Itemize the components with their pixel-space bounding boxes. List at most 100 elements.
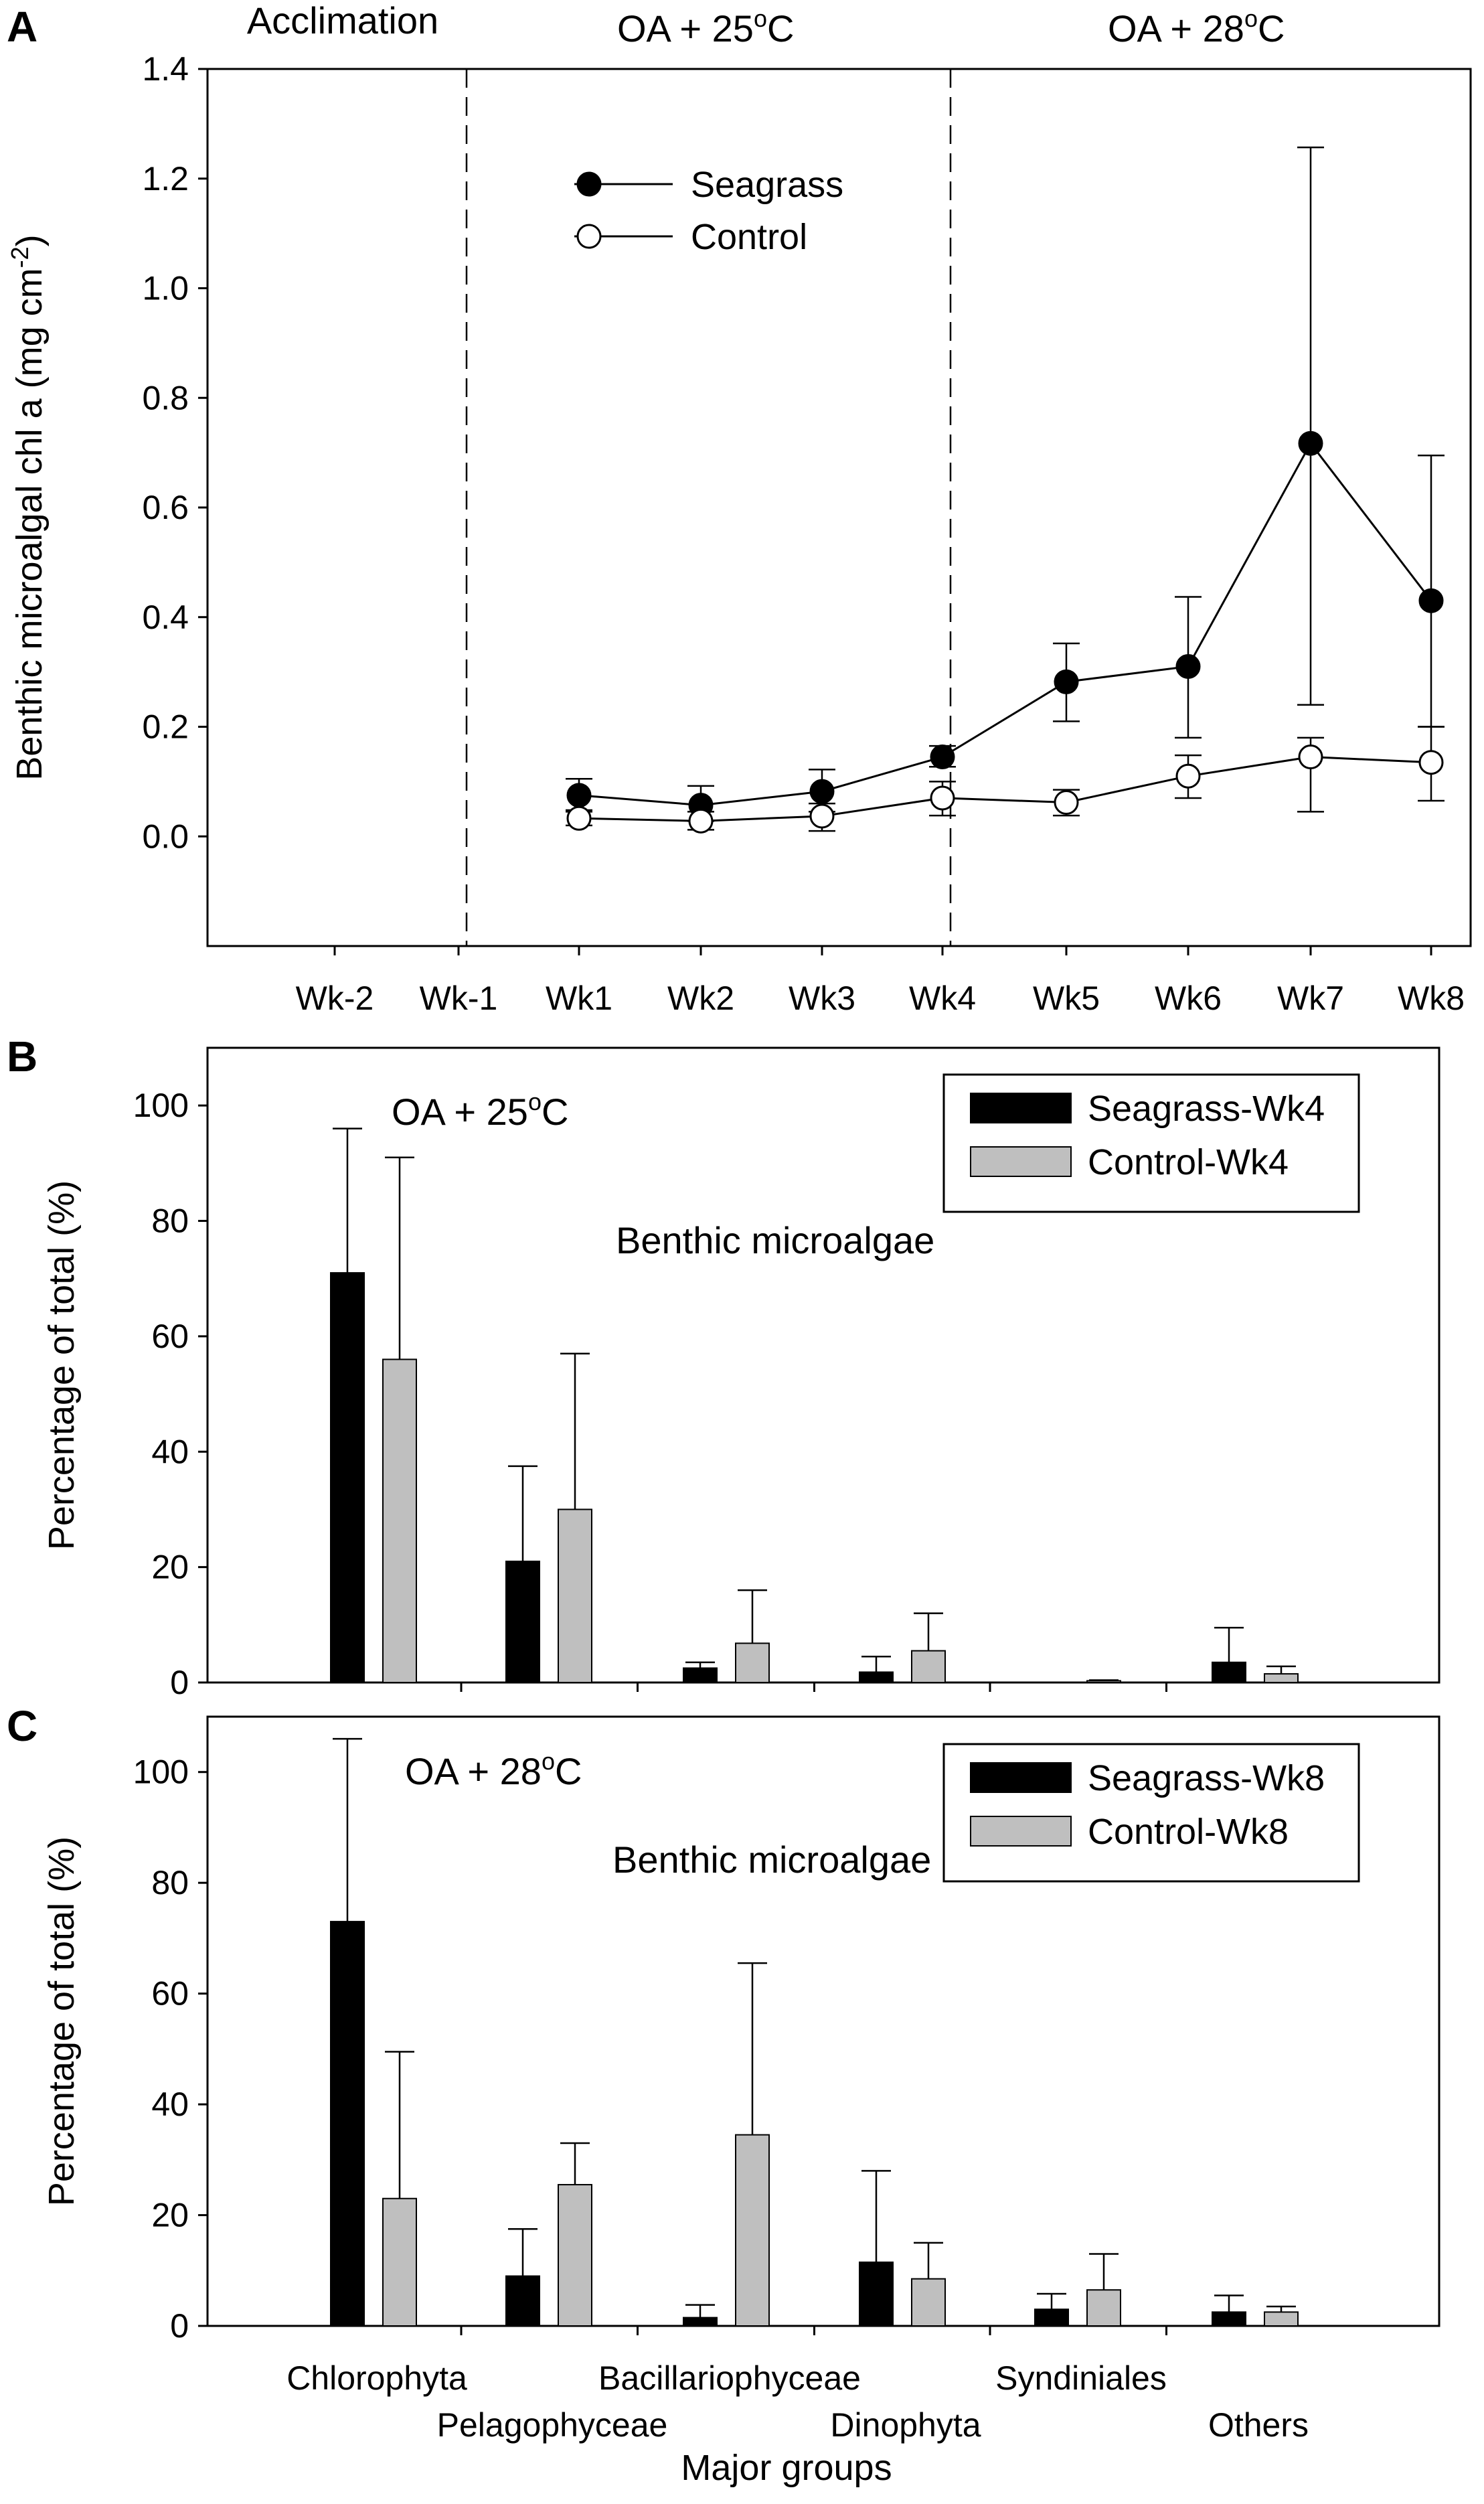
panel-b-ytick-label: 40 [151,1433,189,1470]
panel-a-ytick-label: 0.6 [142,489,189,526]
panel-c-annotation: Benthic microalgae [612,1838,931,1881]
panel-a-ylabel-exponent: -2 [6,246,33,268]
panel-a-ytick-label: 0.0 [142,817,189,855]
panel-c-xtick-label: Syndiniales [995,2359,1167,2397]
panel-c-xtick-label: Chlorophyta [286,2359,467,2397]
panel-a-point-control [1298,745,1323,770]
panel-b-frame [206,1046,1440,1684]
panel-a-xtick-label: Wk7 [1277,980,1344,1017]
panel-c-ytick-label: 40 [151,2086,189,2123]
panel-a-point-control [1054,789,1079,815]
panel-c-bar-seagrass-wk8 [1212,2311,1246,2327]
panel-b-ytick-label: 60 [151,1318,189,1355]
panel-b-title-unit: C [542,1091,568,1133]
panel-a-point-control [809,803,835,829]
panel-b-bar-control-wk4 [911,1650,946,1684]
panel-a-xtick-label: Wk8 [1398,980,1465,1017]
panel-a-xtick-label: Wk-1 [420,980,498,1017]
panel-a-ytick-label: 0.8 [142,379,189,416]
panel-a-legend-label: Control [691,217,807,257]
panel-a-ytick-label: 1.4 [142,50,189,88]
panel-b-bar-seagrass-wk4 [859,1671,894,1684]
panel-c-legend-label: Control-Wk8 [1088,1812,1289,1852]
panel-c-xtick-label: Pelagophyceae [437,2406,668,2444]
panel-a-legend-marker [576,224,602,249]
panel-a-ytick-label: 1.2 [142,160,189,198]
panel-b-legend-label: Control-Wk4 [1088,1142,1289,1182]
panel-a-phase-label-28-degree: o [1244,5,1258,32]
panel-b-bar-seagrass-wk4 [330,1272,365,1684]
panel-a-point-seagrass [566,783,592,808]
panel-b-letter: B [7,1032,37,1081]
panel-a-point-seagrass [809,779,835,804]
panel-b-bar-seagrass-wk4 [1212,1661,1246,1684]
panel-a-phase-label-28-unit: C [1258,7,1285,50]
panel-c-legend-swatch [970,1762,1072,1793]
panel-a-letter: A [7,3,37,51]
panel-c-bar-control-wk8 [911,2278,946,2327]
panel-a-phase-label-25-degree: o [754,5,767,32]
panel-a-series-line-seagrass [578,441,1432,807]
panel-b-legend-label: Seagrass-Wk4 [1088,1089,1325,1129]
panel-a-xtick-label: Wk2 [667,980,734,1017]
panel-b-bar-control-wk4 [558,1508,592,1684]
panel-c-xtick-label: Bacillariophyceae [598,2359,861,2397]
panel-a-point-control [1175,763,1201,789]
panel-c-bar-seagrass-wk8 [505,2275,540,2327]
panel-c-ytick-label: 100 [133,1753,189,1791]
panel-b-legend-swatch [970,1146,1072,1177]
panel-c-bar-seagrass-wk8 [1034,2309,1069,2327]
panel-c-bar-seagrass-wk8 [330,1921,365,2327]
panel-a-point-seagrass [930,745,955,770]
panel-b-annotation: Benthic microalgae [616,1219,934,1261]
panel-c-xtick-label: Dinophyta [830,2406,981,2444]
panel-b-ytick-label: 0 [170,1664,189,1701]
panel-c-legend-label: Seagrass-Wk8 [1088,1758,1325,1798]
panel-c-bar-control-wk8 [382,2197,417,2327]
panel-a-phase-label-28: OA + 28oC [1108,5,1285,50]
panel-a-xtick-label: Wk3 [789,980,855,1017]
panel-a-ytick-label: 0.4 [142,599,189,636]
panel-b-ytick-label: 20 [151,1549,189,1586]
panel-b-legend-swatch [970,1093,1072,1123]
panel-a-ytick-label: 0.2 [142,708,189,746]
panel-b-bar-control-wk4 [1086,1680,1121,1684]
panel-b-ylabel: Percentage of total (%) [42,1180,82,1550]
panel-a-ylabel: Benthic microalgal chl a (mg cm-2) [6,234,50,780]
panel-c-bar-seagrass-wk8 [859,2261,894,2327]
panel-a-point-seagrass [1175,653,1201,679]
panel-c-bar-control-wk8 [1264,2311,1299,2327]
panel-a-phase-label: Acclimation [247,0,438,42]
panel-b-ytick-label: 80 [151,1202,189,1240]
panel-a-xtick-label: Wk1 [546,980,612,1017]
panel-a-point-control [1418,750,1444,775]
panel-b-bar-control-wk4 [735,1642,770,1684]
panel-a-xtick-label: Wk-2 [296,980,374,1017]
panel-a-point-control [688,808,714,834]
panel-c-bar-control-wk8 [1086,2289,1121,2327]
panel-b-ytick-label: 100 [133,1087,189,1124]
panel-c-ytick-label: 20 [151,2197,189,2234]
panel-a-series-line-control [578,756,1432,822]
panel-c-bar-seagrass-wk8 [683,2317,718,2327]
panel-b-title-degree: o [528,1088,542,1115]
panel-a-point-control [930,785,955,811]
panel-b-bar-seagrass-wk4 [683,1667,718,1684]
panel-a-point-seagrass [1054,669,1079,694]
panel-b-bar-control-wk4 [1264,1673,1299,1684]
panel-a-ytick-label: 1.0 [142,270,189,307]
panel-c-title: OA + 28oC [405,1747,582,1792]
panel-b-bar-control-wk4 [382,1358,417,1684]
panel-c-frame [206,1715,1440,2327]
panel-c-title-unit: C [555,1750,582,1792]
panel-c-legend-swatch [970,1816,1072,1847]
panel-a-phase-label-25-unit: C [767,7,794,50]
panel-a-legend-marker [576,171,602,197]
panel-a-xtick-label: Wk5 [1033,980,1100,1017]
panel-c-letter: C [7,1702,37,1750]
panel-c-ytick-label: 0 [170,2307,189,2345]
panel-c-ytick-label: 80 [151,1864,189,1901]
panel-a-phase-label-25: OA + 25oC [617,5,794,50]
panel-c-xlabel: Major groups [681,2448,892,2488]
